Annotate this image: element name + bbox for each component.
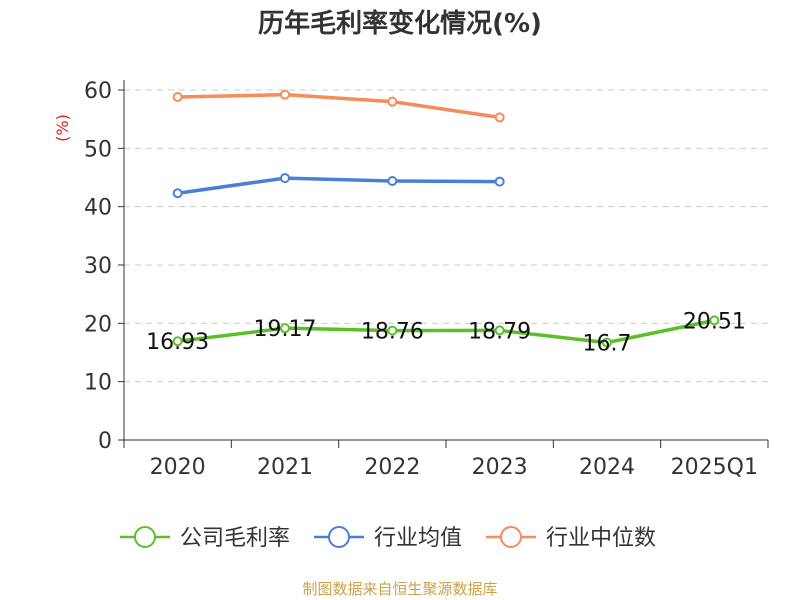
y-tick-label: 40	[84, 196, 112, 221]
data-point[interactable]	[280, 173, 290, 184]
x-tick-label: 2020	[150, 455, 206, 480]
chart-title: 历年毛利率变化情况(%)	[258, 8, 542, 39]
series-2	[172, 89, 505, 123]
legend-item-2[interactable]: 行业中位数	[486, 526, 656, 551]
legend-marker	[328, 526, 350, 548]
legend-label: 公司毛利率	[180, 526, 290, 551]
data-label: 16.93	[146, 330, 209, 355]
y-tick-label: 20	[84, 312, 112, 337]
data-label: 18.76	[361, 320, 424, 345]
y-tick-label: 0	[98, 429, 112, 454]
data-point[interactable]	[494, 112, 505, 123]
legend-label: 行业均值	[374, 526, 462, 551]
legend[interactable]: 公司毛利率 行业均值 行业中位数	[120, 526, 656, 551]
data-point[interactable]	[494, 176, 505, 187]
y-tick-label: 10	[84, 371, 112, 396]
data-label: 19.17	[254, 317, 317, 342]
x-tick-label: 2024	[579, 455, 635, 480]
y-tick-label: 60	[84, 79, 112, 104]
series-1	[172, 173, 505, 199]
series-0	[172, 315, 720, 348]
x-tick-label: 2022	[364, 455, 420, 480]
series-line-0	[177, 318, 715, 345]
y-tick-label: 30	[84, 254, 112, 279]
data-point[interactable]	[172, 336, 183, 347]
x-tick-label: 2021	[257, 455, 313, 480]
data-point[interactable]	[494, 325, 505, 336]
series-line-2	[177, 92, 500, 120]
y-tick-label: 50	[84, 137, 112, 162]
legend-label: 行业中位数	[546, 526, 656, 551]
legend-marker	[134, 526, 156, 548]
data-point[interactable]	[709, 315, 720, 326]
data-point[interactable]	[172, 188, 183, 199]
data-point[interactable]	[387, 176, 398, 186]
x-tick-label: 2023	[472, 455, 528, 480]
source-note: 制图数据来自恒生聚源数据库	[302, 580, 497, 598]
series-layer	[172, 89, 720, 348]
data-point[interactable]	[172, 92, 183, 102]
data-label: 20.51	[683, 309, 746, 334]
data-point[interactable]	[280, 323, 290, 334]
data-label: 18.79	[468, 319, 531, 344]
data-point[interactable]	[387, 96, 398, 107]
legend-item-0[interactable]: 公司毛利率	[120, 526, 290, 551]
data-labels: 16.93 19.17 18.76 18.79 16.7 20.51	[146, 309, 746, 356]
data-point[interactable]	[280, 89, 290, 100]
series-line-1	[177, 176, 500, 195]
axes: 0 10 20 30 40 50 60 2020 2021 2022 2023 2024 2025Q1	[84, 79, 769, 480]
legend-marker	[500, 526, 522, 548]
grid-lines	[124, 89, 768, 383]
data-point[interactable]	[387, 325, 398, 336]
data-point[interactable]	[602, 337, 612, 348]
data-label: 16.7	[583, 332, 632, 357]
y-unit-label: (%)	[53, 114, 72, 142]
legend-item-1[interactable]: 行业均值	[314, 526, 462, 551]
x-tick-label: 2025Q1	[671, 455, 758, 480]
